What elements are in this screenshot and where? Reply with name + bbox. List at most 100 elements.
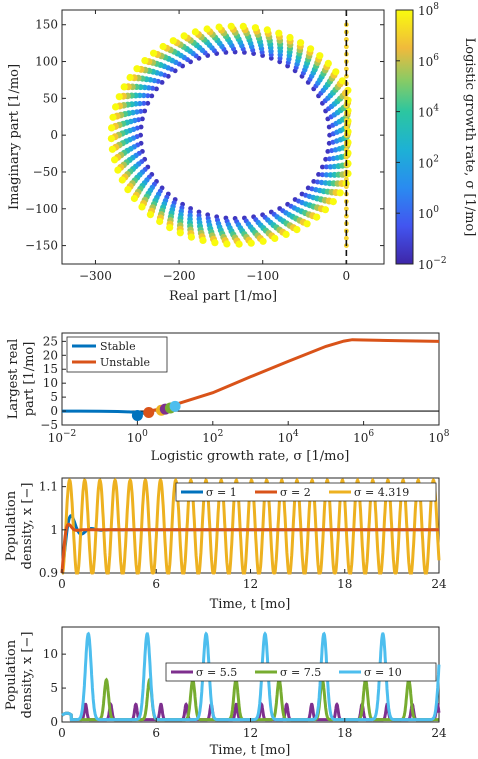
x-tick-label: 18: [337, 726, 352, 740]
eigenvalue-point: [191, 28, 199, 36]
eigenvalue-point: [145, 100, 151, 106]
x-tick-label: 24: [431, 726, 447, 740]
x-tick-label: 102: [202, 429, 223, 445]
eigenvalue-point: [203, 25, 211, 33]
y-tick-label: 1: [50, 523, 58, 537]
eigenvalue-point: [114, 166, 122, 174]
eigenvalue-point: [187, 233, 195, 241]
legend-label-unstable: Unstable: [100, 356, 150, 369]
population-b-x-ticks: 0 6 12 18 24: [58, 718, 447, 740]
eigenvalue-point: [320, 164, 325, 170]
eigenvalue-point: [149, 93, 155, 99]
eigenvalue-point: [138, 108, 144, 114]
x-tick-label: 108: [428, 429, 449, 445]
eigenvalue-point: [323, 156, 328, 162]
x-tick-label: −100: [246, 269, 279, 283]
eigenvalue-point: [326, 140, 332, 146]
eigenvalue-point: [146, 85, 152, 91]
population-panel-b: 0 6 12 18 24 0 5 10 Time, t [mo] Population de…: [4, 626, 447, 758]
eigenvalue-point: [108, 145, 116, 153]
x-tick-label: −300: [79, 269, 112, 283]
eigenvalue-point: [299, 191, 305, 197]
y-tick-label: −50: [33, 165, 58, 179]
eigenvalue-point: [133, 65, 141, 73]
y-tick-label: −5: [40, 418, 58, 432]
x-tick-label: 0: [58, 577, 66, 591]
eigenvalue-point: [315, 179, 321, 185]
eigenvalue-point: [156, 217, 164, 226]
x-tick-label-exponent: −2: [63, 429, 76, 439]
eigenvalue-point: [327, 164, 334, 170]
eigenvalue-point: [126, 73, 134, 82]
legend-label-sigma-7-5: σ = 7.5: [280, 666, 321, 679]
population-b-x-label: Time, t [mo]: [210, 743, 291, 758]
eigenvalue-point: [247, 239, 255, 247]
y-tick-label: 10: [43, 376, 58, 390]
eigenvalue-axis-point: [343, 176, 349, 182]
legend-label-stable: Stable: [100, 340, 136, 353]
eigenvalue-point: [321, 206, 329, 214]
eigenvalue-point: [176, 229, 184, 237]
eigenvalue-point: [263, 26, 271, 34]
eigenvalue-point: [150, 49, 158, 57]
eigenvalue-axis-point: [343, 184, 349, 190]
y-tick-label: 50: [43, 91, 58, 105]
eigenvalue-axis-point: [343, 125, 349, 131]
eigenvalue-point: [141, 57, 149, 65]
eigenvalue-point: [130, 194, 138, 203]
x-tick-label-exponent: 2: [218, 429, 224, 439]
eigenvalue-axis-point: [343, 154, 349, 160]
eigenvalue-point: [259, 237, 267, 245]
x-tick-label-base: 10: [278, 431, 293, 445]
eigenvalue-axis-point: [343, 44, 349, 50]
legend-label-sigma-1: σ = 1: [206, 486, 237, 499]
eigenvalue-point: [327, 132, 332, 138]
eigenvalue-point: [112, 103, 120, 111]
y-tick-label: −100: [25, 202, 58, 216]
eigenvalue-point: [239, 22, 247, 30]
x-tick-label-base: 10: [48, 431, 63, 445]
population-a-series-line: [60, 522, 439, 574]
eigenvalue-point: [275, 29, 283, 37]
eigenvalue-axis-point: [343, 66, 349, 72]
eigenvalue-point: [137, 100, 143, 107]
x-tick-label: 24: [431, 577, 447, 591]
eigenvalue-point: [319, 172, 325, 178]
x-tick-label: 106: [353, 429, 374, 445]
colorbar-tick-label: 106: [418, 53, 439, 69]
eigenvalue-axis-point: [343, 147, 349, 153]
eigenvalue-point: [307, 45, 315, 53]
eigenvalue-point: [111, 156, 119, 164]
eigenvalue-point: [282, 230, 290, 238]
eigenvalue-point: [323, 172, 330, 178]
eigenvalue-point: [142, 108, 148, 114]
eigenvalue-axis-point: [343, 213, 349, 219]
eigenvalue-point: [141, 92, 147, 99]
y-tick-label: 5: [50, 390, 58, 404]
eigenvalue-point: [138, 203, 146, 211]
y-tick-label: 25: [43, 334, 58, 348]
colorbar-tick-label: 100: [418, 205, 439, 221]
population-a-y-label-line1: Population: [4, 490, 19, 561]
x-tick-label: 0: [343, 269, 351, 283]
eigenvalue-axis-point: [343, 37, 349, 42]
eigenvalue-point: [169, 37, 177, 45]
eigenvalue-point: [327, 156, 332, 162]
eigenvalue-point: [305, 185, 311, 191]
eigenvalue-point: [145, 93, 151, 99]
eigenvalue-point: [150, 85, 156, 91]
y-tick-label: 15: [43, 362, 58, 376]
eigenvalue-point: [141, 100, 147, 106]
legend-label-sigma-5-5: σ = 5.5: [196, 666, 237, 679]
eigenvalue-point: [223, 240, 231, 248]
eigenvalue-point: [311, 179, 317, 184]
eigenvalue-point: [251, 24, 259, 32]
series-line-stable: [62, 409, 149, 416]
eigenvalue-point: [316, 172, 321, 177]
eigenvalue-point: [154, 86, 159, 92]
population-a-legend: σ = 1 σ = 2 σ = 4.319: [175, 482, 437, 502]
